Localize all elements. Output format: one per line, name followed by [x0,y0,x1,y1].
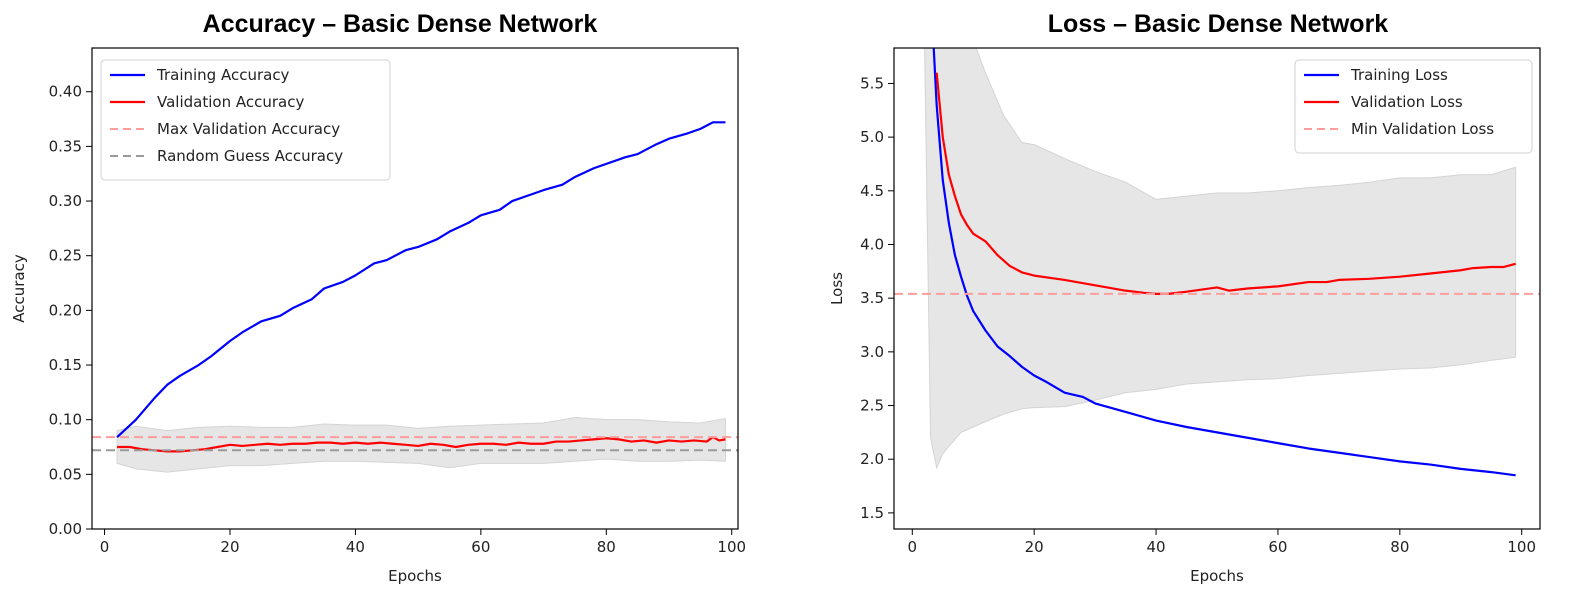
y-tick-label: 0.20 [49,301,82,319]
y-tick-label: 2.0 [860,450,884,468]
series-line-0 [116,121,726,438]
x-axis-label: Epochs [388,567,442,585]
y-tick-label: 1.5 [860,504,884,522]
x-tick-label: 60 [1268,538,1287,556]
y-tick-label: 0.35 [49,137,82,155]
x-axis-label: Epochs [1190,567,1244,585]
x-tick-label: 100 [1507,538,1536,556]
chart-panel-1: Loss – Basic Dense Network 0 20 40 60 80 100 1.… [828,10,1541,585]
y-tick-label: 5.0 [860,128,884,146]
legend-item: Max Validation Accuracy [157,120,340,138]
legend-item: Validation Accuracy [157,93,304,111]
y-tick-label: 0.40 [49,83,82,101]
x-tick-label: 40 [1147,538,1166,556]
axes-frame [893,47,1541,530]
y-tick-label: 0.25 [49,247,82,265]
x-tick-label: 80 [597,538,616,556]
legend-box [1294,59,1533,154]
series-line-0 [932,48,1516,477]
x-tick-label: 0 [908,538,918,556]
std-band [924,48,1517,470]
y-tick-label: 4.5 [860,182,884,200]
series-line-1 [117,436,726,453]
y-tick-label: 0.30 [49,192,82,210]
y-tick-label: 4.0 [860,235,884,253]
y-tick-label: 0.15 [49,356,82,374]
plot-area [92,121,738,473]
chart-panel-0: Accuracy – Basic Dense Network 0 20 40 60 80 1… [10,10,746,585]
legend-item: Min Validation Loss [1351,120,1494,138]
plot-area [894,48,1540,477]
y-tick-label: 0.00 [49,520,82,538]
x-tick-label: 80 [1390,538,1409,556]
legend-item: Random Guess Accuracy [157,147,343,165]
y-tick-label: 2.5 [860,397,884,415]
x-tick-label: 20 [220,538,239,556]
chart-title: Accuracy – Basic Dense Network [203,10,598,38]
y-tick-label: 0.05 [49,465,82,483]
y-axis-label: Accuracy [10,254,28,323]
legend-item: Validation Loss [1351,93,1463,111]
y-axis-label: Loss [828,272,846,305]
x-tick-label: 40 [346,538,365,556]
chart-title: Loss – Basic Dense Network [1048,10,1389,38]
legend-item: Training Accuracy [156,66,290,84]
y-tick-label: 3.0 [860,343,884,361]
legend: Training Loss Validation Loss Min Validati… [1294,59,1533,154]
axes-frame [91,47,739,530]
x-tick-label: 0 [100,538,110,556]
legend-item: Training Loss [1350,66,1448,84]
x-tick-label: 60 [471,538,490,556]
y-tick-label: 0.10 [49,411,82,429]
x-tick-label: 20 [1025,538,1044,556]
y-tick-label: 5.5 [860,74,884,92]
y-tick-label: 3.5 [860,289,884,307]
legend-box [100,59,391,181]
legend: Training Accuracy Validation Accuracy Max … [100,59,391,181]
x-tick-label: 100 [717,538,746,556]
